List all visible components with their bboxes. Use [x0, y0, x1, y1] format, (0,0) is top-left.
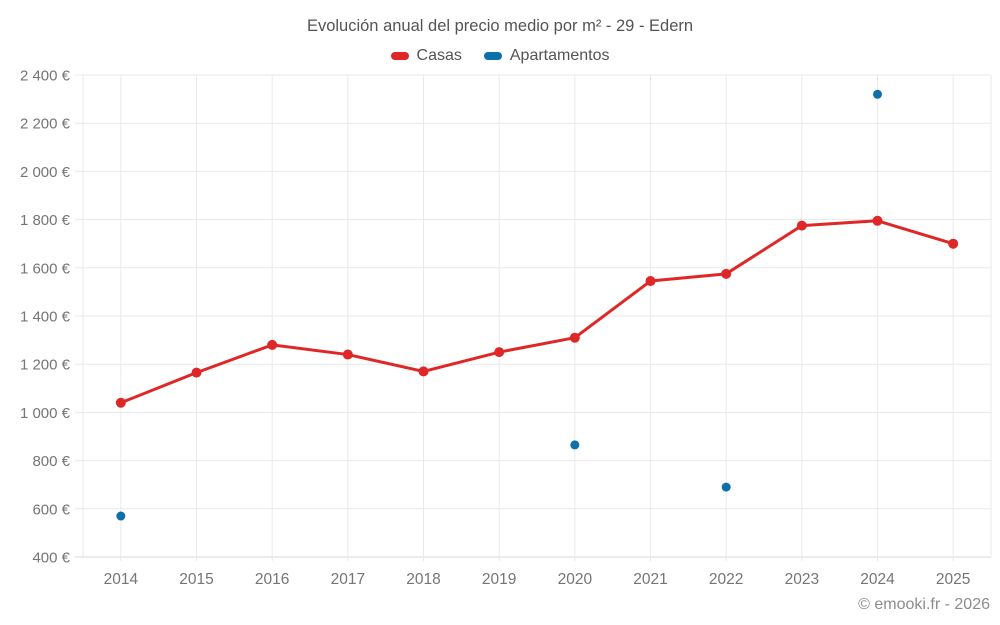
y-axis-tick-label: 2 200 €	[20, 116, 71, 133]
x-axis-tick-label: 2023	[785, 571, 819, 588]
x-axis-tick-label: 2020	[558, 571, 593, 588]
casas-point-2020[interactable]	[569, 332, 580, 343]
x-axis-tick-label: 2016	[255, 571, 289, 588]
legend-label-casas: Casas	[416, 47, 462, 64]
y-axis-tick-label: 1 200 €	[20, 357, 71, 374]
y-axis-tick-label: 1 800 €	[20, 212, 71, 229]
chart-title: Evolución anual del precio medio por m² …	[306, 17, 694, 35]
casas-point-2016[interactable]	[267, 339, 278, 350]
y-axis-tick-label: 1 000 €	[20, 405, 71, 422]
y-axis-tick-label: 2 400 €	[20, 68, 71, 85]
casas-line	[119, 219, 955, 405]
x-axis-tick-label: 2015	[179, 571, 213, 588]
legend-item-casas[interactable]: Casas	[390, 47, 462, 65]
casas-point-2015[interactable]	[191, 367, 202, 378]
casas-point-2019[interactable]	[494, 347, 505, 358]
x-axis-tick-label: 2024	[860, 571, 895, 588]
chart-legend: Casas Apartamentos	[0, 46, 1000, 66]
x-axis-tick-label: 2017	[331, 571, 365, 588]
apartamentos-point-2014[interactable]	[116, 511, 126, 521]
x-axis-tick-label: 2018	[406, 571, 440, 588]
legend-item-apartamentos[interactable]: Apartamentos	[483, 47, 610, 65]
casas-point-2024[interactable]	[872, 215, 883, 226]
casas-point-2014[interactable]	[115, 397, 126, 408]
x-axis-tick-label: 2014	[104, 571, 139, 588]
y-axis-tick-label: 1 600 €	[20, 260, 71, 277]
y-axis-tick-label: 400 €	[32, 550, 70, 567]
chart-footer-credit: © emooki.fr - 2026	[858, 596, 990, 613]
legend-label-apartamentos: Apartamentos	[509, 47, 610, 64]
casas-point-2025[interactable]	[948, 238, 959, 249]
x-axis-tick-label: 2025	[936, 571, 970, 588]
y-axis-tick-label: 800 €	[32, 453, 70, 470]
casas-point-2022[interactable]	[721, 268, 732, 279]
y-axis-tick-label: 1 400 €	[20, 309, 71, 326]
x-axis-tick-label: 2021	[633, 571, 667, 588]
apartamentos-series-swatch-icon	[483, 52, 502, 60]
casas-point-2017[interactable]	[342, 349, 353, 360]
y-axis-tick-label: 600 €	[32, 501, 70, 518]
apartamentos-point-2024[interactable]	[873, 89, 882, 99]
casas-point-2018[interactable]	[418, 366, 429, 377]
casas-point-2021[interactable]	[645, 276, 656, 287]
apartamentos-point-2020[interactable]	[570, 440, 580, 450]
x-axis-tick-label: 2022	[709, 571, 743, 588]
x-axis-tick-label: 2019	[482, 571, 516, 588]
apartamentos-point-2022[interactable]	[721, 482, 731, 492]
y-axis-tick-label: 2 000 €	[20, 164, 71, 181]
casas-series-swatch-icon	[390, 52, 409, 60]
casas-point-2023[interactable]	[796, 220, 807, 231]
